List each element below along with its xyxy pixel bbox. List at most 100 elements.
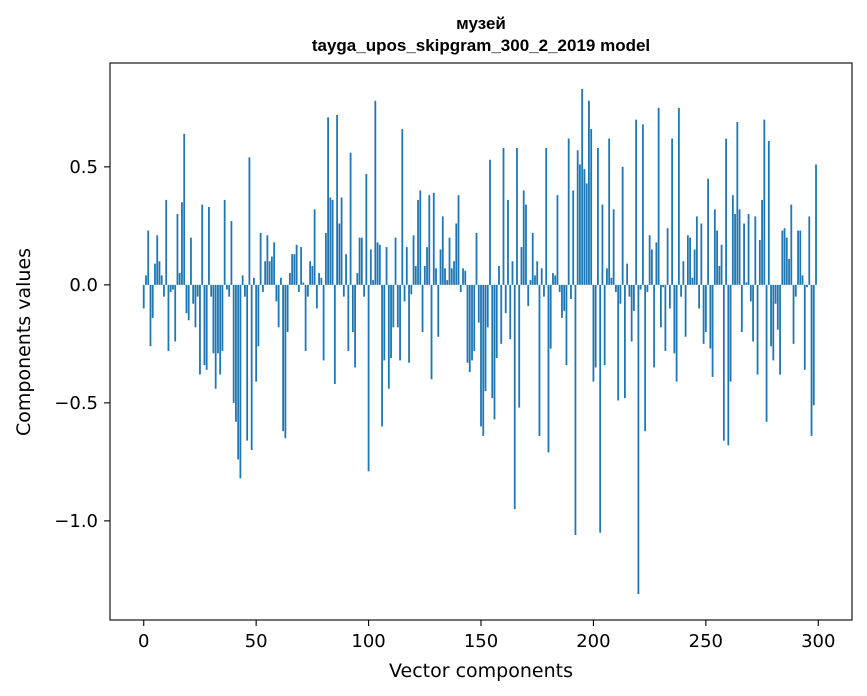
bar <box>776 284 779 330</box>
bar <box>302 282 305 285</box>
bar <box>241 275 244 285</box>
bar <box>250 284 253 451</box>
bar <box>293 254 296 285</box>
bar <box>217 284 219 354</box>
bar <box>536 261 539 285</box>
bar <box>525 204 527 285</box>
bar <box>812 284 815 406</box>
bar <box>360 237 363 285</box>
bar <box>529 280 532 285</box>
bar <box>169 284 172 292</box>
bar <box>345 254 347 285</box>
bar <box>363 284 365 297</box>
bar <box>291 254 294 285</box>
bar <box>803 284 806 370</box>
bar <box>574 284 577 536</box>
bar <box>639 284 642 290</box>
bar <box>770 284 772 347</box>
bar <box>740 284 743 333</box>
bar <box>374 100 377 285</box>
bar <box>711 284 714 377</box>
bar <box>394 237 397 285</box>
bar <box>617 284 620 401</box>
bar <box>367 284 370 472</box>
bar <box>304 284 307 351</box>
y-tick-label: −0.5 <box>54 393 98 414</box>
bar <box>608 138 611 285</box>
bar <box>680 284 683 297</box>
y-tick-label: −1.0 <box>54 511 98 532</box>
bar <box>720 244 723 285</box>
bar <box>385 247 388 285</box>
bar <box>145 275 147 285</box>
bar <box>743 223 745 285</box>
bar <box>419 190 422 285</box>
x-tick-label: 250 <box>689 631 723 652</box>
bar <box>259 232 262 285</box>
bar <box>190 237 192 285</box>
bar <box>520 247 523 285</box>
bar <box>376 242 379 285</box>
bar <box>673 284 676 354</box>
bar <box>176 214 179 285</box>
bar <box>309 261 312 285</box>
x-tick-label: 200 <box>576 631 610 652</box>
bar <box>392 284 395 328</box>
bar <box>230 221 233 285</box>
bar <box>149 284 152 347</box>
ticks-group: 0 50 100 150 200 250 300 0.5 0.0 −0.5 −1.0 <box>54 157 835 652</box>
bar <box>579 164 581 285</box>
bar <box>531 232 534 285</box>
bar <box>763 119 766 285</box>
bar <box>511 261 514 285</box>
bar <box>659 284 662 328</box>
bar <box>356 273 359 285</box>
bar <box>228 284 231 297</box>
bar <box>320 277 323 285</box>
bar <box>581 88 584 285</box>
bar <box>313 209 316 285</box>
bar <box>725 138 727 285</box>
bar <box>628 284 631 297</box>
bar <box>268 261 271 285</box>
chart-subtitle: tayga_upos_skipgram_300_2_2019 model <box>312 36 650 55</box>
bar <box>563 284 566 311</box>
bar <box>554 275 557 285</box>
bar <box>439 249 442 285</box>
bar <box>273 242 276 285</box>
bar <box>516 147 518 285</box>
bar <box>163 284 165 297</box>
bar <box>619 284 622 304</box>
bar <box>372 280 374 285</box>
bar <box>806 284 808 288</box>
bar <box>178 273 181 285</box>
x-tick-label: 150 <box>464 631 498 652</box>
bar <box>279 277 282 285</box>
bar <box>675 284 678 382</box>
x-axis-label: Vector components <box>389 660 573 682</box>
bar <box>428 195 431 285</box>
bar <box>788 258 790 285</box>
bar <box>401 129 404 285</box>
bar <box>655 242 658 285</box>
bar <box>181 202 183 285</box>
bar <box>707 178 709 285</box>
bar <box>338 223 341 285</box>
bar <box>327 117 329 285</box>
bar <box>689 237 692 285</box>
bar <box>403 284 406 302</box>
bar <box>468 284 471 373</box>
bar <box>226 284 228 290</box>
y-tick-label: 0.5 <box>69 157 98 178</box>
bar <box>810 284 813 436</box>
bar <box>358 237 361 285</box>
bar <box>513 284 516 510</box>
bar <box>797 230 799 285</box>
bar <box>257 284 260 347</box>
bar <box>457 195 460 285</box>
bar <box>761 199 763 285</box>
bar <box>187 284 190 321</box>
bar <box>644 284 647 432</box>
bar <box>295 244 298 285</box>
bar <box>482 284 485 436</box>
